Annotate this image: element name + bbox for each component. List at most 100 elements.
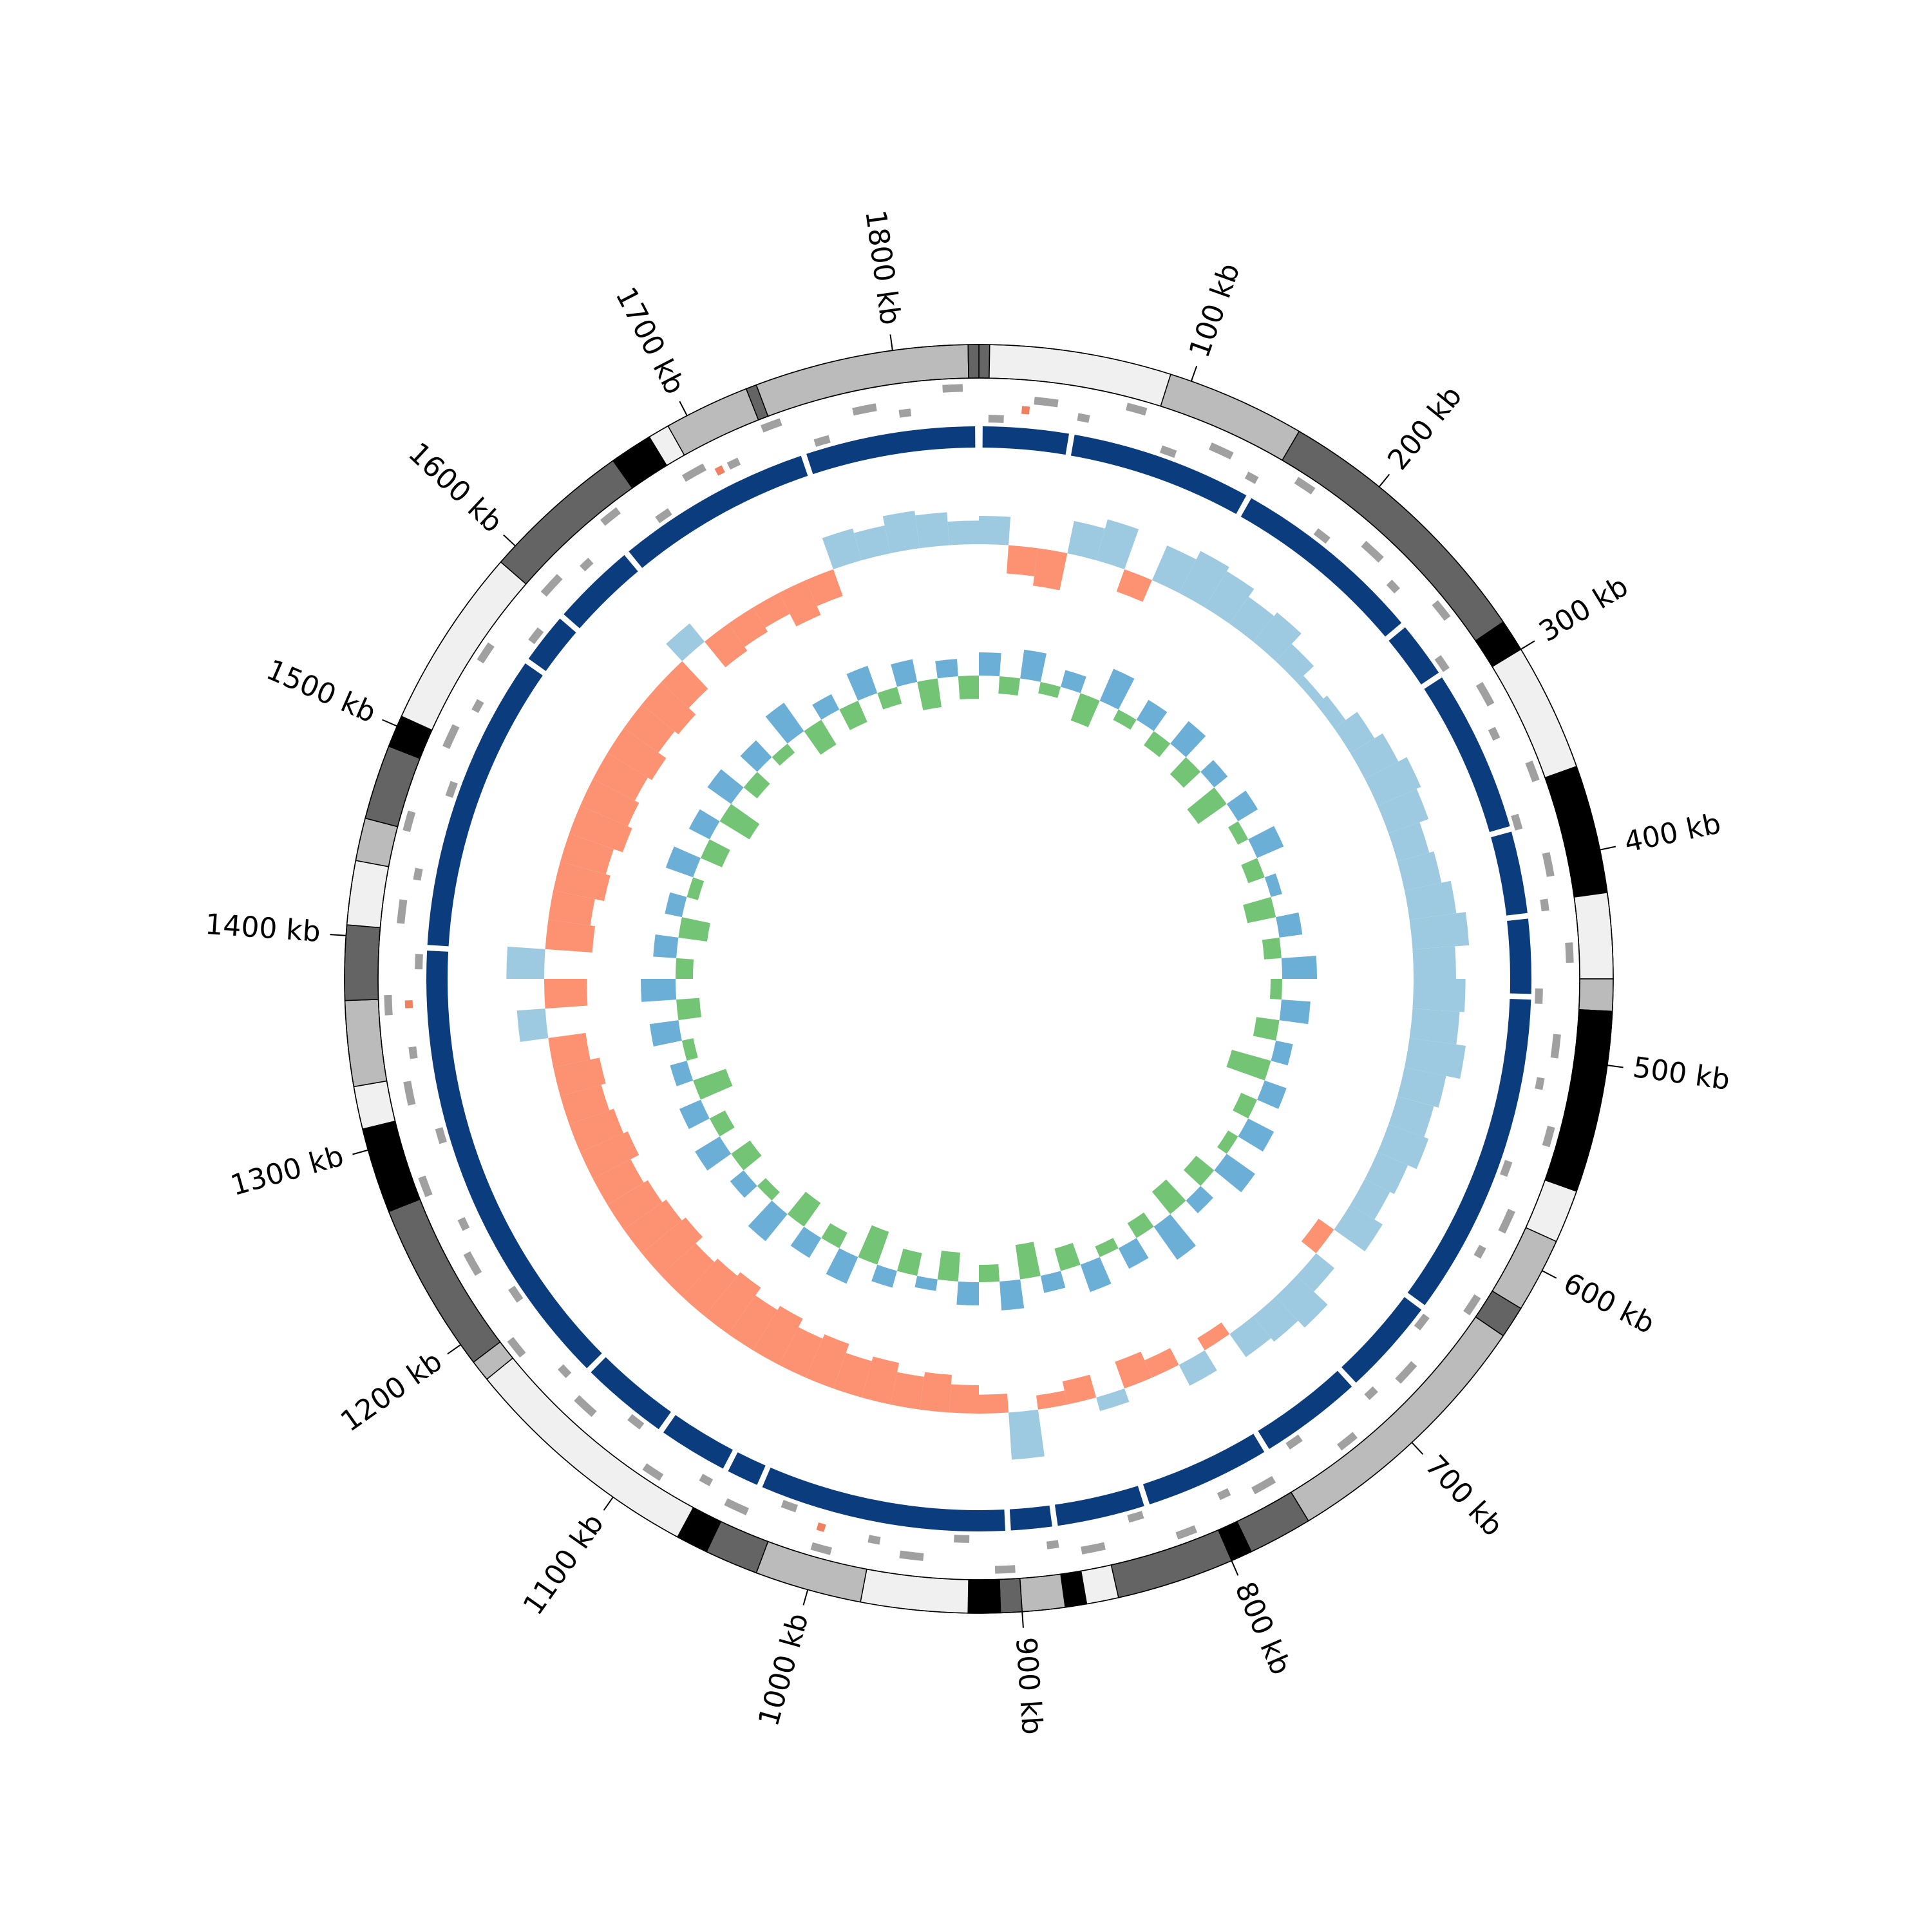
gene-feature [1395, 1361, 1417, 1384]
gc-bar [693, 1068, 733, 1100]
tick-label: 1800 kb [858, 208, 907, 327]
gc-bar [1217, 1130, 1238, 1154]
tick-label: 1600 kb [402, 436, 509, 539]
skew-bar [1397, 851, 1442, 891]
skew-bar [882, 511, 920, 554]
gc-bar [1214, 1153, 1255, 1193]
gc-bar [891, 659, 918, 687]
skew-bar [1151, 545, 1197, 593]
skew-bar [1334, 1204, 1383, 1252]
gene-feature [1535, 1077, 1545, 1090]
gene-feature [1434, 655, 1450, 672]
gene-feature [1498, 1208, 1515, 1234]
gc-bar [1144, 731, 1171, 757]
gc-bar [871, 1264, 897, 1288]
gene-feature [1550, 1034, 1561, 1059]
skew-bar [1253, 1296, 1298, 1342]
tick-label: 1400 kb [204, 908, 321, 949]
skew-bar [516, 1009, 549, 1042]
contig-block [806, 426, 976, 475]
skew-bar [1062, 1374, 1097, 1405]
contig-block [982, 426, 1070, 455]
skew-bar [1388, 1096, 1434, 1137]
gene-feature [1126, 402, 1148, 416]
gc-bar [1226, 790, 1258, 822]
gene-feature [413, 867, 423, 881]
gene-feature [415, 954, 423, 970]
gene-feature [1077, 413, 1090, 423]
ideogram-band [353, 1080, 396, 1130]
gc-bar [1264, 873, 1282, 897]
gc-bar [1038, 681, 1061, 698]
contig-block [1142, 1434, 1265, 1505]
contig-block [1054, 1486, 1144, 1526]
skew-bar [607, 728, 667, 781]
tick-label: 1300 kb [227, 1140, 347, 1203]
skew-bar [1378, 788, 1429, 833]
skew-bar [623, 705, 675, 753]
skew-bar [1404, 880, 1457, 920]
skew-bar [661, 661, 708, 708]
gc-bar [979, 652, 1001, 677]
skew-bar [1412, 946, 1456, 979]
gc-bar [681, 1038, 698, 1061]
gc-bar [649, 1020, 682, 1046]
gc-bar [687, 877, 705, 900]
gene-feature [1432, 600, 1451, 621]
ideogram-band [1576, 1009, 1613, 1045]
gc-bar [641, 979, 677, 1002]
gene-feature [442, 724, 460, 750]
gc-bar [914, 1276, 938, 1291]
skew-bar [1229, 596, 1274, 642]
skew-bar [1096, 1388, 1130, 1412]
gene-feature [627, 1414, 645, 1430]
rna-feature [404, 1000, 413, 1009]
ideogram-band [362, 1120, 421, 1213]
contig-block [1407, 998, 1531, 1305]
gene-feature [600, 507, 621, 526]
gene-feature [1500, 1159, 1513, 1177]
tick-mark [503, 534, 516, 547]
skew-bar [545, 920, 595, 952]
skew-bar [1397, 1067, 1446, 1108]
ideogram-band [967, 344, 980, 379]
skew-bar [1412, 979, 1466, 1012]
ideogram-band [346, 860, 390, 929]
skew-bar [1204, 571, 1255, 624]
skew-bar [623, 1199, 682, 1253]
contig-block [663, 1415, 733, 1469]
gene-feature [463, 1251, 482, 1276]
tick-mark [802, 1589, 809, 1605]
skew-bar [1009, 1409, 1045, 1460]
tick-mark [352, 1149, 368, 1155]
tick-mark [382, 719, 397, 727]
gene-feature [1525, 761, 1540, 782]
gc-bar [1271, 1040, 1293, 1066]
skew-bar [1116, 569, 1152, 602]
gene-feature [1217, 1488, 1231, 1501]
gene-feature [1386, 580, 1400, 594]
gc-bar [688, 809, 720, 840]
skew-bar [1179, 1350, 1217, 1386]
gc-bar [709, 1110, 735, 1137]
skew-bar [705, 623, 748, 668]
skew-bar [544, 979, 588, 1009]
gene-feature [418, 1175, 433, 1197]
skew-bar [890, 1372, 925, 1410]
ideogram-band [486, 1357, 694, 1538]
skew-bar [592, 753, 648, 801]
ideogram-band [667, 388, 759, 456]
gc-bar [678, 917, 710, 942]
gene-feature [574, 1395, 597, 1417]
gene-feature [1208, 442, 1234, 460]
tick-label: 1700 kb [609, 282, 691, 400]
gc-bar [1241, 858, 1265, 884]
gc-bar [877, 687, 902, 710]
gc-bar [956, 1281, 979, 1305]
skew-bar [1296, 676, 1323, 705]
gc-bar [1248, 826, 1284, 858]
skew-bar [979, 516, 1011, 545]
gene-feature [1159, 445, 1177, 458]
skew-bar [861, 1356, 900, 1405]
gc-bar [958, 676, 979, 700]
